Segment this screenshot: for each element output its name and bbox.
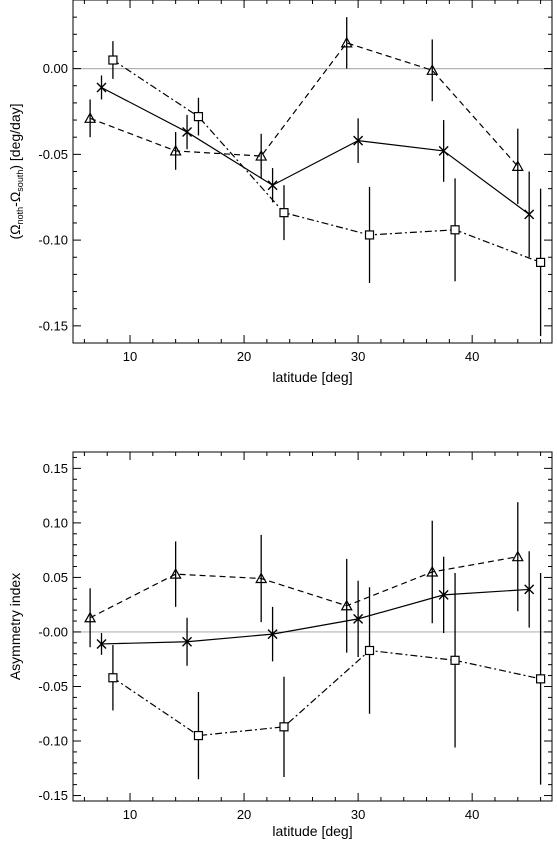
x-marker [267,629,278,640]
y-tick-label: 0.10 [43,515,68,530]
axes: 10 20 30 40 0.15 0.10 0.05 -0.00 -0.05 -0.10 -0.15 [38,452,552,822]
series-group [84,502,546,785]
square-marker [450,655,460,665]
y-tick-label: -0.10 [38,233,68,248]
square-marker [450,225,460,235]
series-line-triangle [89,556,518,619]
x-axis-label: latitude [deg] [272,369,352,385]
square-marker [279,722,289,732]
chart-panel-top: 10 20 30 40 0.00 -0.05 -0.10 -0.15 latitude [de… [7,0,553,385]
y-axis-label: (Ωnoth-Ωsouth) [deg/day] [7,104,25,240]
y-axis-label-south-subscript: south [15,170,25,192]
x-marker [267,180,278,191]
square-marker [364,230,375,240]
square-marker [193,730,204,741]
x-marker [182,127,193,138]
x-tick-label: 20 [237,807,251,822]
triangle-marker [511,550,524,562]
x-marker [438,145,449,156]
triangle-marker [255,149,268,161]
y-axis-label-close: ) [deg/day] [7,104,23,170]
y-axis-label: Asymmetry index [7,573,23,680]
x-marker [438,589,449,600]
x-marker [353,135,364,146]
square-marker [364,645,375,656]
square-marker [193,112,204,122]
y-tick-label: 0.15 [43,461,68,476]
chart-panel-bottom: 10 20 30 40 0.15 0.10 0.05 -0.00 -0.05 -0.10 -0.15… [7,451,553,839]
series-line-square [112,59,541,263]
y-tick-label: -0.15 [38,318,68,333]
series-group [84,17,546,337]
x-tick-label: 30 [351,807,365,822]
triangle-marker [340,599,353,611]
y-tick-label: 0.05 [43,570,68,585]
square-marker [108,673,118,683]
triangle-marker [84,611,97,623]
x-marker [96,638,107,649]
triangle-marker [426,64,439,75]
y-tick-label: -0.05 [38,147,68,162]
x-tick-label: 20 [237,349,251,364]
y-axis-label-open: (Ω [7,224,23,239]
triangle-marker [169,144,182,156]
x-marker [524,209,535,220]
plot-frame [72,0,553,344]
x-tick-label: 10 [123,349,137,364]
x-marker [524,584,535,595]
y-tick-label: -0.00 [38,624,68,639]
y-axis-label-north-subscript: noth [15,207,25,225]
y-axis-label-minus: -Ω [7,192,23,207]
y-tick-label: -0.10 [38,734,68,749]
x-tick-label: 10 [123,807,137,822]
square-marker [535,257,546,267]
x-marker [182,636,193,647]
y-tick-label: -0.05 [38,679,68,694]
axes: 10 20 30 40 0.00 -0.05 -0.10 -0.15 [38,0,552,364]
x-tick-label: 40 [465,807,479,822]
triangle-marker [255,572,268,584]
square-marker [279,208,289,218]
series-line-x [101,86,530,215]
triangle-marker [84,112,97,123]
y-tick-label: 0.00 [43,61,68,76]
series-line-x [101,588,530,645]
y-tick-label: -0.15 [38,788,68,803]
square-marker [108,55,118,65]
triangle-marker [426,565,439,577]
square-marker [535,674,546,684]
series-line-square [112,649,541,737]
triangle-marker [169,567,182,579]
triangle-marker [511,160,524,171]
x-marker [96,82,107,93]
x-axis-label: latitude [deg] [272,823,352,839]
x-tick-label: 40 [465,349,479,364]
series-line-triangle [89,42,519,167]
x-marker [353,613,364,624]
x-tick-label: 30 [351,349,365,364]
triangle-marker [340,36,353,48]
